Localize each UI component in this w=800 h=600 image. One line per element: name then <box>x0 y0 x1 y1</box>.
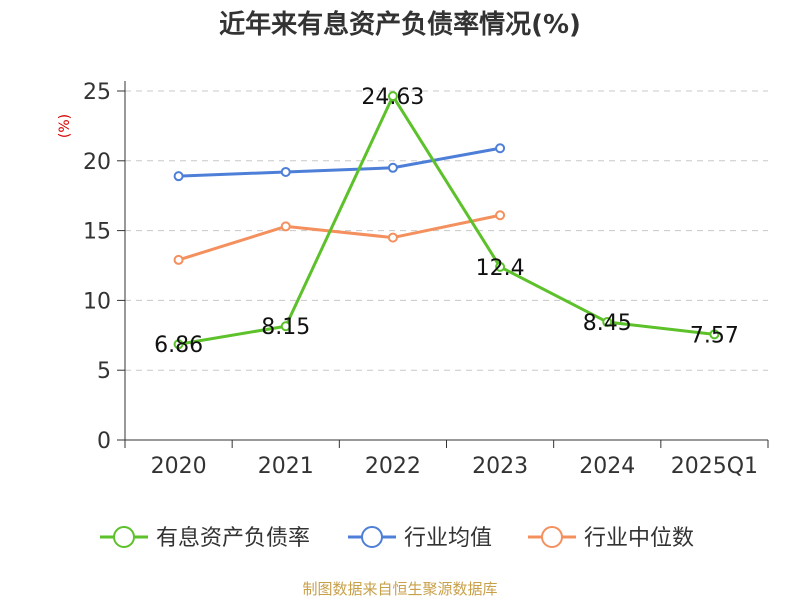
y-tick-label: 10 <box>83 289 111 314</box>
legend-label: 有息资产负债率 <box>156 526 310 551</box>
legend-marker <box>541 526 563 548</box>
data-point <box>280 221 291 232</box>
legend-label: 行业中位数 <box>584 526 694 551</box>
data-label: 8.45 <box>583 311 632 336</box>
series-line <box>178 213 501 262</box>
x-tick-label: 2025Q1 <box>671 454 758 479</box>
x-tick-label: 2022 <box>365 454 421 479</box>
x-tick-label: 2024 <box>579 454 635 479</box>
series-line <box>178 146 501 178</box>
data-point <box>280 166 291 177</box>
legend-marker <box>113 526 135 548</box>
grid-lines <box>125 90 768 371</box>
x-tick-label: 2021 <box>258 454 314 479</box>
y-tick-label: 0 <box>97 429 111 454</box>
legend: 有息资产负债率 行业均值 行业中位数 <box>100 526 694 551</box>
data-labels: 6.86 8.15 24.63 12.4 8.45 7.57 <box>154 85 739 358</box>
y-tick-label: 20 <box>83 150 111 175</box>
data-point <box>387 162 398 173</box>
data-label: 24.63 <box>361 85 424 110</box>
series-line <box>178 94 715 346</box>
x-tick-label: 2023 <box>472 454 528 479</box>
y-tick-label: 15 <box>83 220 111 245</box>
y-tick-label: 5 <box>97 359 111 384</box>
data-point <box>495 143 506 154</box>
source-note: 制图数据来自恒生聚源数据库 <box>302 580 498 598</box>
y-axis-label: (%) <box>57 114 73 138</box>
data-point <box>387 91 398 102</box>
y-tick-label: 25 <box>83 80 111 105</box>
data-label: 6.86 <box>154 333 203 358</box>
data-label: 7.57 <box>690 323 739 348</box>
data-point <box>280 321 291 332</box>
data-point <box>387 232 398 243</box>
x-tick-label: 2020 <box>151 454 207 479</box>
data-point <box>173 254 184 265</box>
data-label: 12.4 <box>476 256 525 281</box>
data-point <box>709 329 720 340</box>
data-point <box>602 317 613 328</box>
data-point <box>495 210 506 221</box>
data-point <box>495 261 506 272</box>
data-point <box>173 171 184 182</box>
legend-marker <box>361 526 383 548</box>
axes: 0 5 10 15 20 25 2020 2021 2022 2023 2024 2025Q1 (%) <box>57 80 769 479</box>
series-lines <box>173 91 720 350</box>
data-point <box>173 339 184 350</box>
legend-label: 行业均值 <box>404 526 492 551</box>
chart-title: 近年来有息资产负债率情况(%) <box>219 10 581 40</box>
data-label: 8.15 <box>261 315 310 340</box>
